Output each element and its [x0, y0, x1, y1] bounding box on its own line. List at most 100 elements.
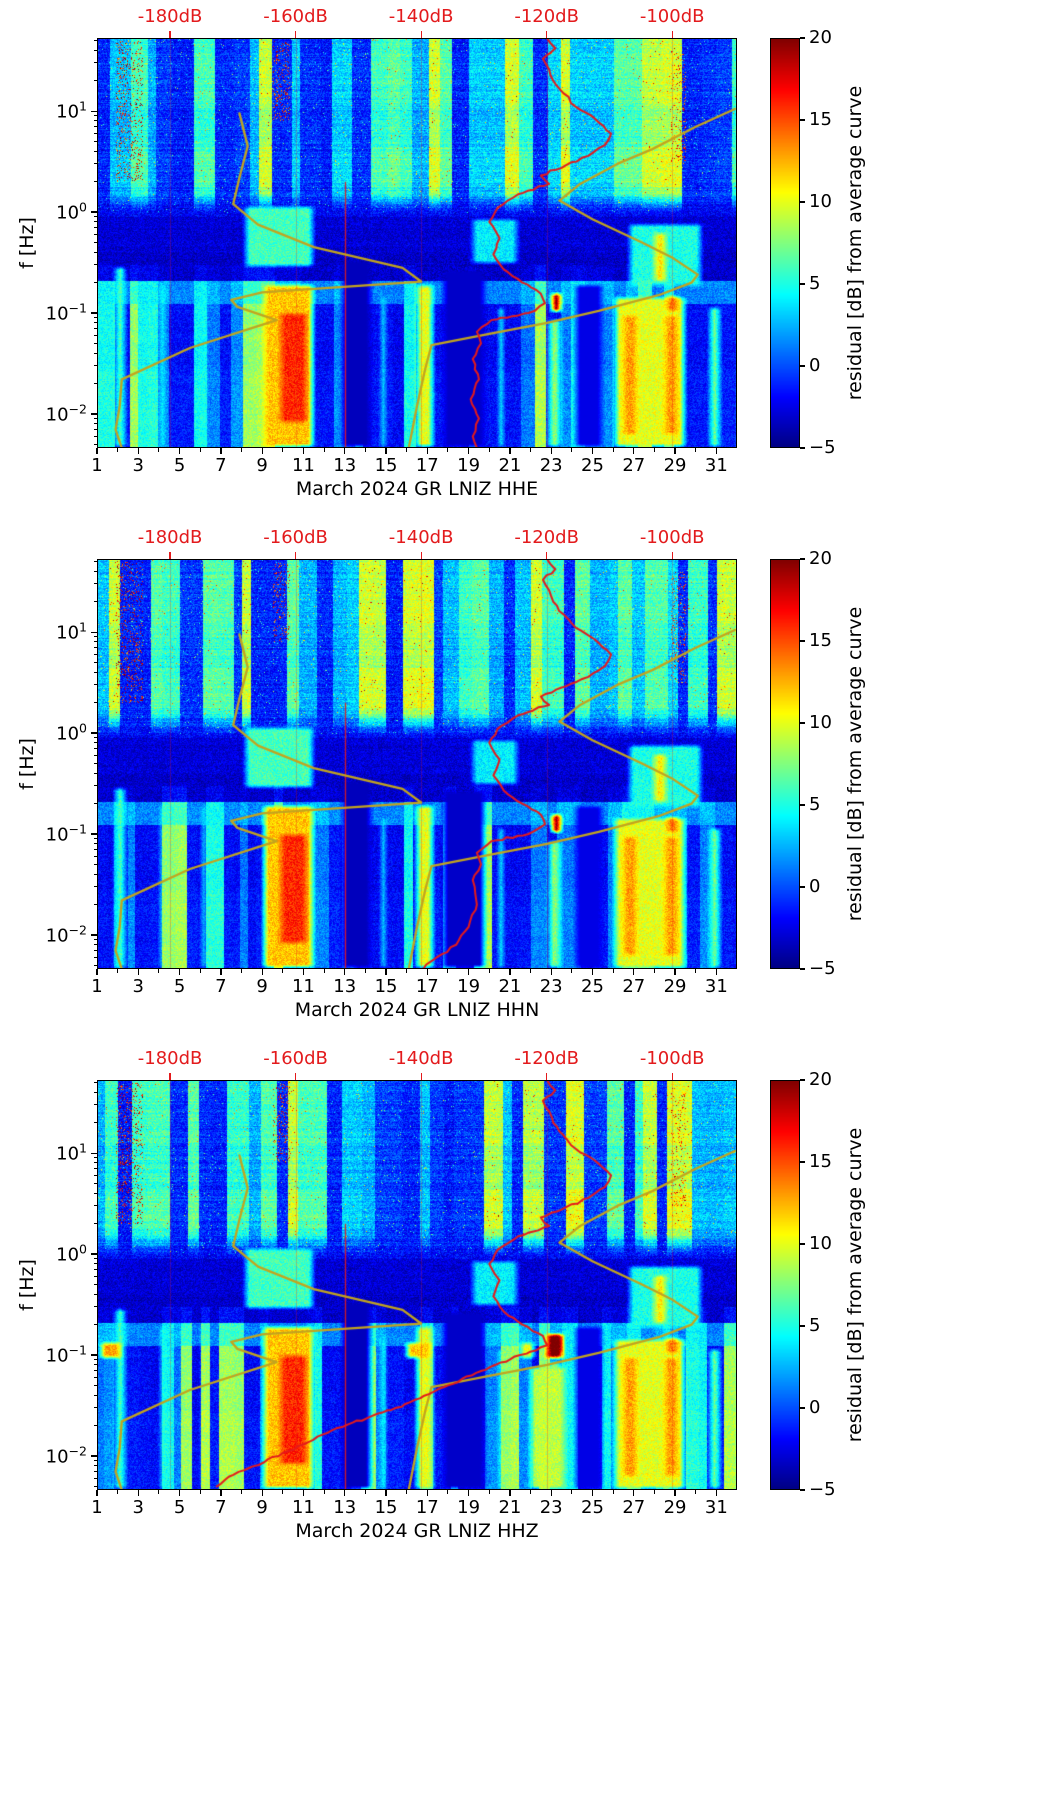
y-axis-minor-tick: [93, 754, 97, 756]
x-axis-minor-tick: [530, 448, 532, 452]
y-axis-minor-tick: [93, 1293, 97, 1295]
y-axis-minor-tick: [93, 418, 97, 420]
x-axis-tick: [468, 1490, 470, 1496]
colorbar-canvas: [770, 559, 800, 969]
y-axis-minor-tick: [93, 1157, 97, 1159]
y-axis-minor-tick: [93, 1091, 97, 1093]
x-axis-tick: [591, 969, 594, 975]
y-axis-minor-tick: [93, 772, 97, 774]
x-tick-label: 13: [333, 1497, 357, 1518]
x-axis-tick: [220, 448, 222, 454]
y-axis-minor-tick: [93, 1183, 97, 1184]
y-axis-minor-tick: [93, 1359, 97, 1361]
x-axis-tick: [261, 969, 263, 975]
spectrogram-canvas: [97, 559, 737, 969]
colorbar-tick: [800, 1325, 805, 1327]
y-axis-minor-tick: [93, 1283, 97, 1285]
x-axis-minor-tick: [488, 448, 490, 452]
y-axis-minor-tick: [93, 342, 97, 344]
y-axis-minor-tick: [93, 429, 97, 431]
x-axis-minor-tick: [447, 1490, 449, 1494]
x-tick-label: 23: [539, 1497, 563, 1518]
y-axis-tick: [91, 211, 97, 213]
x-tick-label: 9: [256, 455, 268, 476]
x-axis-minor-tick: [199, 1490, 201, 1494]
x-tick-label: 3: [132, 976, 145, 997]
y-tick-base: 10: [45, 303, 69, 325]
x-tick-label: 11: [291, 976, 315, 997]
y-tick-exponent: −2: [68, 1443, 87, 1459]
y-tick-label: 100: [56, 200, 87, 224]
top-axis-tick: [420, 31, 422, 38]
y-axis-minor-tick: [93, 636, 97, 638]
x-tick-label: 3: [132, 455, 145, 476]
colorbar-tick-label: 20: [809, 1069, 832, 1091]
y-tick-label: 10−2: [46, 1443, 87, 1468]
y-axis-minor-tick: [93, 956, 97, 958]
x-axis-tick: [178, 969, 181, 975]
x-tick-label: 7: [215, 455, 227, 476]
y-axis-minor-tick: [93, 1376, 97, 1378]
x-axis-minor-tick: [323, 448, 325, 452]
top-axis-tick: [546, 1073, 548, 1080]
y-tick-label: 101: [56, 620, 87, 644]
x-axis-minor-tick: [323, 969, 325, 973]
y-axis-minor-tick: [93, 939, 97, 941]
y-axis-minor-tick: [93, 855, 97, 857]
y-tick-exponent: 0: [79, 1241, 87, 1257]
x-tick-label: 1: [91, 455, 103, 476]
x-axis-tick: [426, 448, 429, 454]
x-tick-label: 23: [539, 455, 563, 476]
x-tick-label: 21: [498, 976, 522, 997]
y-axis-minor-tick: [93, 383, 97, 385]
x-axis-tick: [550, 448, 552, 454]
y-axis-tick: [91, 312, 97, 314]
top-axis-tick: [169, 552, 171, 559]
x-axis-minor-tick: [117, 1490, 119, 1494]
y-axis-minor-tick: [93, 561, 97, 563]
x-axis-tick: [261, 448, 263, 454]
y-axis-minor-tick: [93, 647, 97, 649]
colorbar-canvas: [770, 38, 800, 448]
x-axis-minor-tick: [364, 448, 366, 452]
x-axis-tick: [96, 969, 98, 975]
top-axis-tick-label: -120dB: [514, 6, 579, 27]
y-axis-minor-tick: [93, 684, 97, 686]
x-axis-tick: [715, 1490, 718, 1496]
y-axis-minor-tick: [93, 282, 97, 284]
y-axis-minor-tick: [93, 352, 97, 354]
y-axis-minor-tick: [93, 863, 97, 865]
y-axis-minor-tick: [93, 671, 97, 673]
top-axis-tick: [295, 552, 297, 559]
top-axis-tick-label: -180dB: [137, 527, 203, 548]
colorbar-tick-label: 5: [809, 1315, 821, 1337]
y-tick-label: 101: [56, 99, 87, 123]
x-tick-label: 9: [256, 976, 268, 997]
x-axis-tick: [509, 1490, 511, 1496]
y-tick-exponent: −1: [68, 1342, 87, 1358]
x-axis-tick: [509, 448, 511, 454]
y-tick-exponent: −2: [68, 922, 87, 938]
x-axis-tick: [550, 969, 552, 975]
x-axis-tick: [674, 969, 676, 975]
y-axis-minor-tick: [93, 435, 97, 437]
y-axis-minor-tick: [93, 334, 97, 336]
x-tick-label: 21: [498, 1497, 522, 1518]
x-tick-label: 15: [374, 1497, 398, 1518]
x-tick-label: 19: [457, 1497, 481, 1518]
y-axis-minor-tick: [93, 838, 97, 840]
colorbar-tick-label: 20: [809, 548, 832, 570]
colorbar-tick-label: 15: [809, 630, 832, 652]
x-axis-minor-tick: [282, 969, 284, 973]
colorbar-title: residual [dB] from average curve: [844, 1127, 866, 1443]
y-tick-label: 100: [56, 721, 87, 745]
y-axis-tick: [91, 1253, 97, 1255]
colorbar-tick-label: 15: [809, 1151, 832, 1173]
y-axis-minor-tick: [93, 1364, 97, 1366]
spectrogram-panel-hhn: -180dB -160dB -140dB -120dB -100dB 101 100 10−1…: [0, 521, 1052, 1042]
colorbar-tick: [800, 37, 805, 39]
x-axis-tick: [674, 448, 676, 454]
top-axis-tick-label: -120dB: [514, 527, 579, 548]
x-axis-tick: [137, 1490, 139, 1496]
